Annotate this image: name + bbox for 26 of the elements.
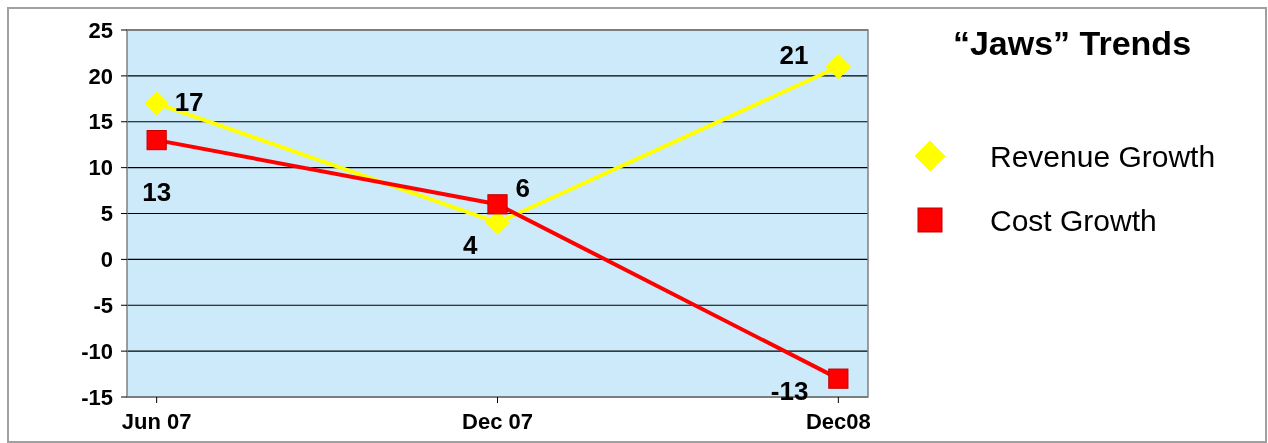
x-tick-label: Dec08: [805, 409, 871, 434]
x-tick-label: Jun 07: [121, 409, 192, 434]
y-tick-label: 5: [100, 201, 113, 227]
legend-label: Cost Growth: [990, 203, 1157, 237]
point: [146, 130, 167, 151]
data-label: 6: [515, 173, 530, 204]
y-tick-label: 20: [88, 63, 113, 89]
y-tick-label: -15: [81, 384, 113, 410]
data-label: 21: [779, 39, 809, 70]
point: [828, 368, 849, 389]
data-label: -13: [770, 375, 809, 406]
y-tick-label: 15: [88, 109, 113, 135]
data-label: 13: [142, 177, 172, 208]
legend-label: Revenue Growth: [990, 139, 1216, 173]
x-tick-label: Dec 07: [462, 409, 533, 434]
y-tick-label: 0: [100, 247, 113, 273]
point: [487, 194, 508, 215]
y-tick-label: -5: [93, 292, 113, 318]
y-tick-label: 25: [88, 17, 113, 43]
data-label: 4: [463, 229, 479, 260]
point: [825, 54, 851, 80]
text: “Jaws” Trends: [952, 24, 1192, 62]
point: [144, 90, 170, 116]
y-tick-label: 10: [88, 155, 113, 181]
y-tick-label: -10: [81, 338, 113, 364]
data-label: 17: [174, 86, 204, 117]
